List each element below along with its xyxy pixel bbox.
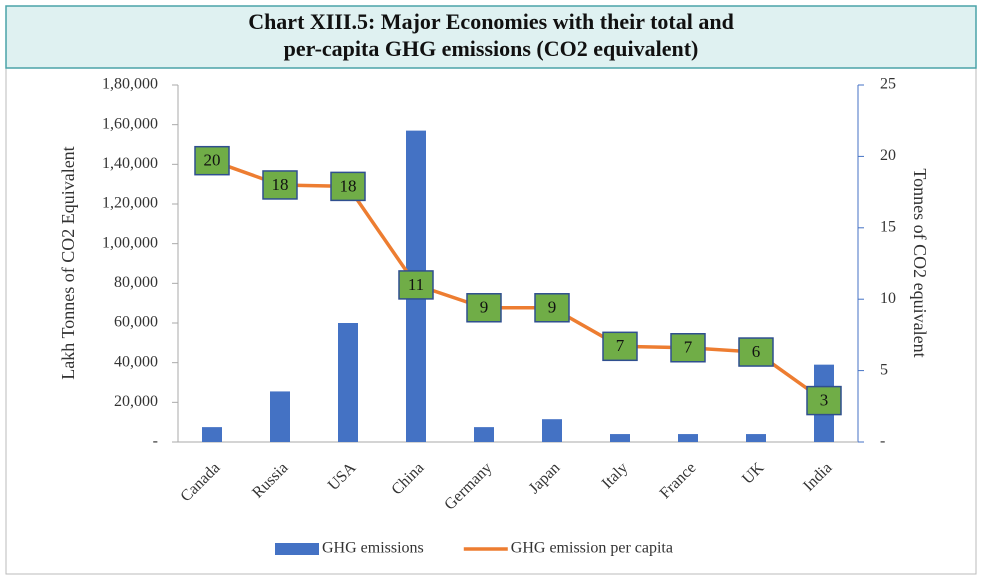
y-tick-label: 1,40,000 [102, 155, 158, 172]
chart-title: Chart XIII.5: Major Economies with their… [248, 9, 734, 34]
marker [466, 293, 502, 323]
x-tick-label: Germany [441, 459, 495, 513]
marker [534, 293, 570, 323]
y-tick-label: 1,60,000 [102, 115, 158, 132]
marker [330, 171, 366, 202]
x-tick-label: Russia [249, 459, 291, 501]
data-label: 18 [340, 176, 357, 195]
bar [270, 391, 290, 442]
bar [338, 323, 358, 442]
y-tick-label: - [153, 433, 158, 450]
y-tick-label: 1,80,000 [102, 76, 158, 93]
data-label: 20 [204, 151, 221, 170]
marker [738, 337, 774, 367]
y2-tick-label: 10 [880, 290, 896, 307]
y2-tick-label: 25 [880, 76, 896, 93]
marker [602, 331, 638, 362]
x-tick-label: Italy [599, 459, 632, 492]
y2-tick-label: - [880, 433, 885, 450]
x-tick-label: Canada [177, 459, 223, 505]
data-label: 9 [480, 298, 489, 317]
marker [262, 170, 298, 200]
x-tick-label: UK [739, 459, 768, 488]
data-label: 11 [408, 275, 424, 294]
bar [746, 434, 766, 442]
data-label: 9 [548, 298, 557, 317]
data-label: 7 [684, 338, 693, 357]
legend-swatch [275, 543, 319, 555]
y-tick-label: 40,000 [114, 353, 158, 370]
bar [542, 419, 562, 442]
x-tick-label: China [388, 459, 427, 498]
legend-label: GHG emissions [322, 540, 424, 557]
x-tick-label: Japan [526, 459, 564, 497]
data-label: 6 [752, 342, 761, 361]
x-tick-label: France [657, 459, 700, 502]
data-label: 18 [272, 175, 289, 194]
data-label: 7 [616, 336, 625, 355]
line [211, 159, 826, 403]
bar [474, 427, 494, 442]
title-box [5, 5, 977, 69]
bar [678, 434, 698, 442]
x-tick-label: India [800, 459, 835, 494]
x-tick-label: USA [325, 459, 360, 494]
y-axis-title: Lakh Tonnes of CO2 Equivalent [58, 146, 78, 379]
marker [398, 270, 434, 300]
y-tick-label: 80,000 [114, 274, 158, 291]
y2-tick-label: 15 [880, 218, 896, 235]
bar [610, 434, 630, 442]
bar [202, 427, 222, 442]
chart-title: per-capita GHG emissions (CO2 equivalent… [284, 36, 699, 61]
y2-tick-label: 5 [880, 361, 888, 378]
y2-axis-title: Tonnes of CO2 equivalent [910, 168, 930, 357]
y-tick-label: 1,00,000 [102, 234, 158, 251]
y-tick-label: 1,20,000 [102, 195, 158, 212]
y-tick-label: 20,000 [114, 393, 158, 410]
marker [806, 385, 842, 416]
legend-label: GHG emission per capita [511, 540, 673, 557]
y-tick-label: 60,000 [114, 314, 158, 331]
data-label: 3 [820, 390, 829, 409]
y2-tick-label: 20 [880, 147, 896, 164]
marker [670, 333, 706, 363]
marker [194, 145, 230, 176]
